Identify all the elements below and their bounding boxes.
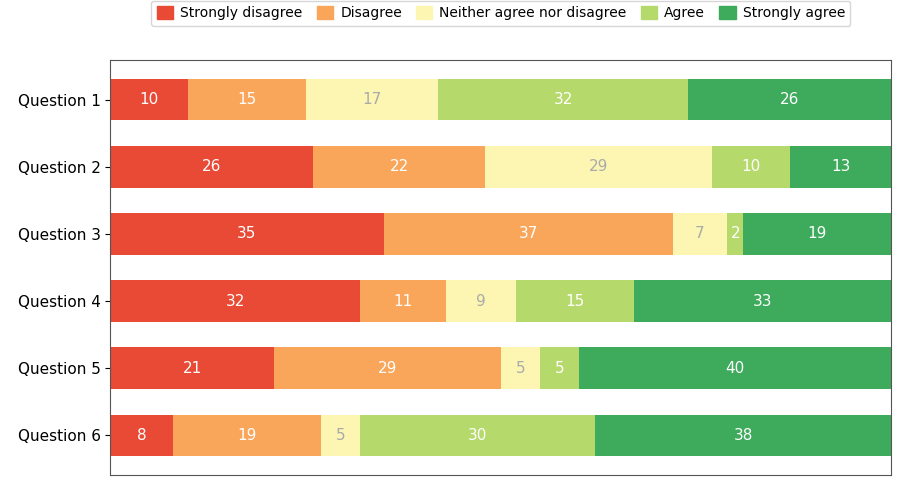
Bar (516, 280, 634, 322)
Text: 37: 37 (518, 226, 538, 242)
Bar (384, 213, 673, 254)
Text: 5: 5 (336, 428, 346, 443)
Text: 32: 32 (225, 294, 245, 308)
Text: 13: 13 (831, 160, 850, 174)
Bar (110, 280, 360, 322)
Bar (275, 348, 501, 389)
Bar (438, 79, 688, 120)
Text: 38: 38 (733, 428, 753, 443)
Text: 5: 5 (516, 360, 525, 376)
Bar (727, 213, 743, 254)
Bar (711, 146, 790, 188)
Text: 10: 10 (140, 92, 159, 107)
Text: 26: 26 (202, 160, 221, 174)
Text: 30: 30 (468, 428, 487, 443)
Bar (322, 414, 360, 456)
Text: 35: 35 (237, 226, 256, 242)
Bar (110, 146, 313, 188)
Bar (634, 280, 891, 322)
Text: 7: 7 (696, 226, 705, 242)
Text: 40: 40 (726, 360, 744, 376)
Text: 9: 9 (476, 294, 486, 308)
Bar (595, 414, 891, 456)
Bar (688, 79, 891, 120)
Bar (110, 213, 384, 254)
Bar (110, 79, 188, 120)
Bar (485, 146, 711, 188)
Text: 26: 26 (780, 92, 800, 107)
Bar (313, 146, 485, 188)
Bar (579, 348, 891, 389)
Bar (360, 280, 447, 322)
Legend: Strongly disagree, Disagree, Neither agree nor disagree, Agree, Strongly agree: Strongly disagree, Disagree, Neither agr… (152, 0, 850, 25)
Text: 15: 15 (237, 92, 256, 107)
Bar (110, 414, 173, 456)
Bar (305, 79, 438, 120)
Text: 8: 8 (137, 428, 146, 443)
Bar (673, 213, 728, 254)
Text: 33: 33 (753, 294, 772, 308)
Bar (110, 348, 275, 389)
Text: 11: 11 (393, 294, 413, 308)
Bar (743, 213, 891, 254)
Text: 19: 19 (237, 428, 256, 443)
Bar (790, 146, 891, 188)
Text: 17: 17 (362, 92, 381, 107)
Text: 19: 19 (808, 226, 827, 242)
Text: 15: 15 (565, 294, 584, 308)
Bar (188, 79, 305, 120)
Bar (501, 348, 540, 389)
Text: 2: 2 (731, 226, 740, 242)
Text: 32: 32 (553, 92, 573, 107)
Text: 21: 21 (183, 360, 202, 376)
Bar (540, 348, 579, 389)
Bar (360, 414, 595, 456)
Text: 22: 22 (390, 160, 409, 174)
Text: 29: 29 (378, 360, 397, 376)
Text: 29: 29 (589, 160, 608, 174)
Text: 10: 10 (742, 160, 760, 174)
Bar (447, 280, 516, 322)
Bar (173, 414, 322, 456)
Text: 5: 5 (555, 360, 564, 376)
